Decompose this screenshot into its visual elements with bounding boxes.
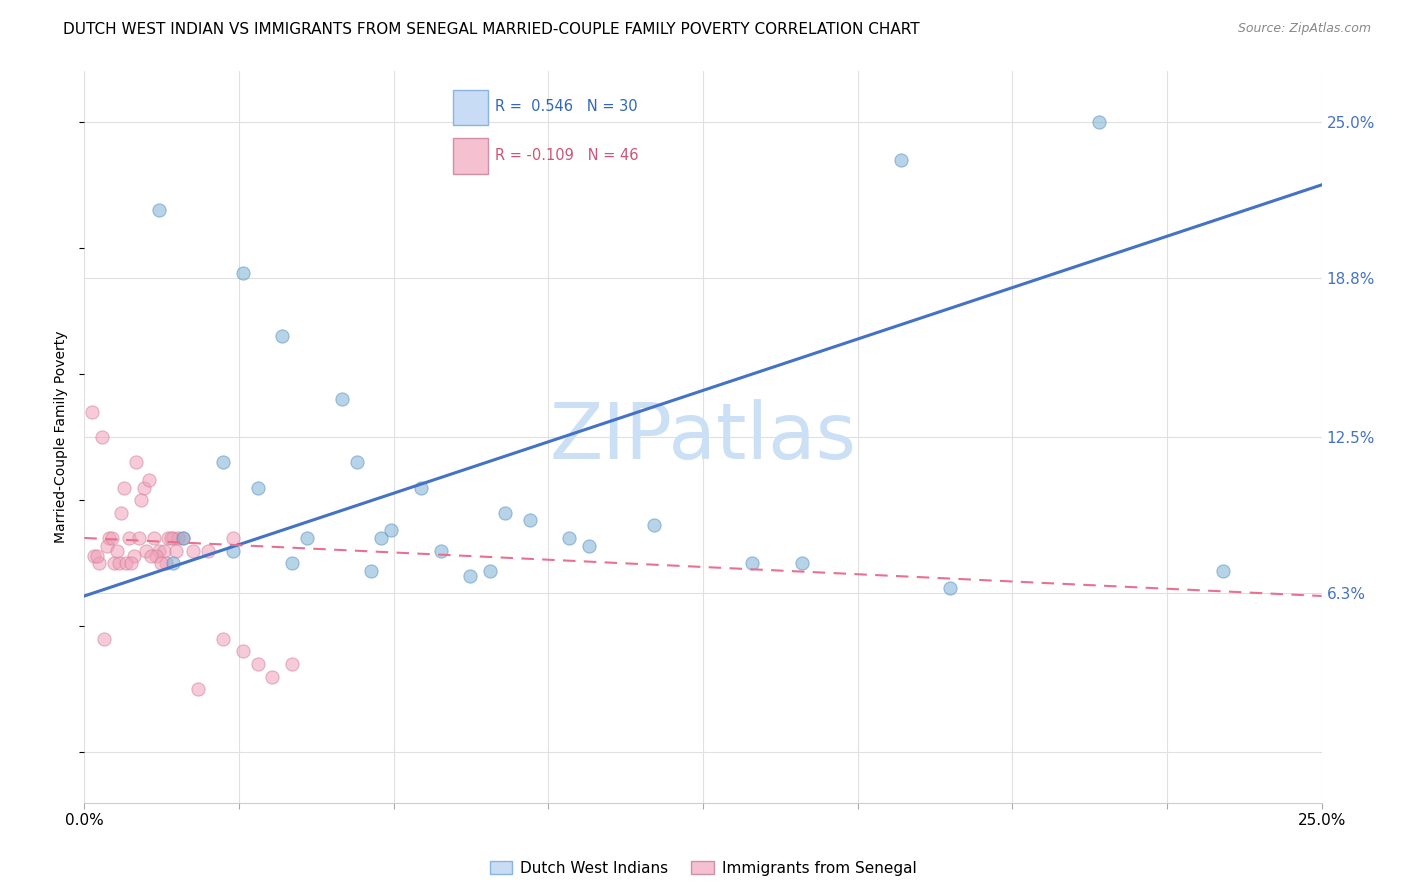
Point bbox=[155, 556, 177, 570]
Point bbox=[103, 556, 125, 570]
Point bbox=[162, 556, 184, 570]
Point bbox=[197, 543, 219, 558]
Point bbox=[1088, 115, 1111, 129]
Point bbox=[172, 531, 194, 545]
Point bbox=[129, 493, 152, 508]
Point bbox=[281, 556, 304, 570]
Point bbox=[128, 531, 150, 545]
Y-axis label: Married-Couple Family Poverty: Married-Couple Family Poverty bbox=[55, 331, 69, 543]
Point bbox=[105, 543, 128, 558]
Point bbox=[80, 405, 103, 419]
Point bbox=[479, 564, 502, 578]
Point bbox=[172, 531, 194, 545]
Point bbox=[152, 543, 174, 558]
Point bbox=[112, 481, 135, 495]
FancyBboxPatch shape bbox=[453, 137, 488, 174]
Point bbox=[90, 430, 112, 444]
Text: R = -0.109   N = 46: R = -0.109 N = 46 bbox=[495, 148, 638, 162]
Point bbox=[429, 543, 451, 558]
Point bbox=[110, 506, 132, 520]
Point bbox=[370, 531, 392, 545]
Point bbox=[141, 549, 163, 563]
Point bbox=[281, 657, 304, 671]
Point bbox=[232, 266, 254, 280]
Text: R =  0.546   N = 30: R = 0.546 N = 30 bbox=[495, 99, 637, 114]
Point bbox=[145, 549, 167, 563]
Point bbox=[558, 531, 581, 545]
Point bbox=[86, 549, 108, 563]
Point bbox=[246, 657, 269, 671]
Point bbox=[83, 549, 105, 563]
Point bbox=[108, 556, 131, 570]
Point bbox=[148, 543, 170, 558]
Point bbox=[262, 670, 284, 684]
Point bbox=[96, 539, 118, 553]
Point bbox=[118, 531, 141, 545]
Point bbox=[93, 632, 115, 646]
Point bbox=[148, 203, 170, 218]
Point bbox=[150, 556, 173, 570]
Point bbox=[222, 531, 245, 545]
Point bbox=[162, 531, 184, 545]
Point bbox=[380, 524, 402, 538]
Point bbox=[890, 153, 912, 167]
Text: DUTCH WEST INDIAN VS IMMIGRANTS FROM SENEGAL MARRIED-COUPLE FAMILY POVERTY CORRE: DUTCH WEST INDIAN VS IMMIGRANTS FROM SEN… bbox=[63, 22, 920, 37]
Point bbox=[160, 531, 183, 545]
Point bbox=[120, 556, 142, 570]
Point bbox=[494, 506, 516, 520]
Point bbox=[939, 582, 962, 596]
Point bbox=[142, 531, 165, 545]
Text: ZIPatlas: ZIPatlas bbox=[550, 399, 856, 475]
Point bbox=[100, 531, 122, 545]
Legend: Dutch West Indians, Immigrants from Senegal: Dutch West Indians, Immigrants from Sene… bbox=[489, 861, 917, 876]
Point bbox=[157, 531, 180, 545]
Point bbox=[643, 518, 665, 533]
Point bbox=[222, 543, 245, 558]
Point bbox=[295, 531, 318, 545]
Point bbox=[271, 329, 294, 343]
Point bbox=[212, 455, 235, 469]
Point bbox=[330, 392, 353, 407]
Point bbox=[578, 539, 600, 553]
Point bbox=[346, 455, 368, 469]
Point bbox=[187, 682, 209, 697]
Point bbox=[132, 481, 155, 495]
Point bbox=[181, 543, 204, 558]
Point bbox=[212, 632, 235, 646]
Point bbox=[138, 473, 160, 487]
Point bbox=[1212, 564, 1234, 578]
Point bbox=[115, 556, 138, 570]
Point bbox=[741, 556, 763, 570]
Point bbox=[165, 543, 187, 558]
Point bbox=[125, 455, 148, 469]
Point bbox=[98, 531, 121, 545]
FancyBboxPatch shape bbox=[453, 89, 488, 126]
Point bbox=[519, 513, 541, 527]
Point bbox=[232, 644, 254, 658]
Point bbox=[167, 531, 190, 545]
Point bbox=[89, 556, 111, 570]
Point bbox=[122, 549, 145, 563]
Point bbox=[790, 556, 813, 570]
Text: Source: ZipAtlas.com: Source: ZipAtlas.com bbox=[1237, 22, 1371, 36]
Point bbox=[460, 569, 482, 583]
Point bbox=[409, 481, 432, 495]
Point bbox=[360, 564, 382, 578]
Point bbox=[135, 543, 157, 558]
Point bbox=[246, 481, 269, 495]
